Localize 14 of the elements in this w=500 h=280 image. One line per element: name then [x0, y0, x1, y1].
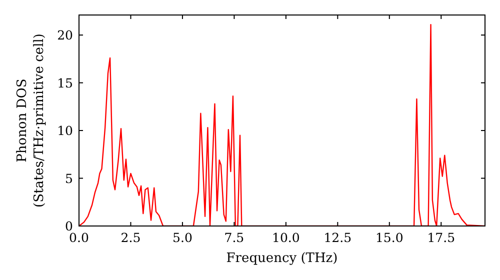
x-tick-label: 15.0 [375, 230, 404, 245]
x-axis-title: Frequency (THz) [226, 251, 338, 266]
y-tick-label: 15 [57, 75, 73, 90]
x-tick-label: 12.5 [324, 230, 352, 245]
y-tick-label: 10 [57, 123, 74, 138]
x-tick-label: 10.0 [272, 230, 300, 245]
line-series [79, 24, 485, 226]
x-tick-label: 2.5 [120, 230, 141, 245]
y-tick-label: 20 [57, 28, 74, 43]
x-tick-label: 17.5 [427, 230, 456, 245]
x-tick-label: 5.0 [172, 230, 192, 245]
y-tick-label: 5 [65, 170, 73, 186]
y-axis-title: Phonon DOS (States/THz·primitive cell) [15, 33, 47, 208]
x-tick-label: 7.5 [224, 230, 244, 245]
